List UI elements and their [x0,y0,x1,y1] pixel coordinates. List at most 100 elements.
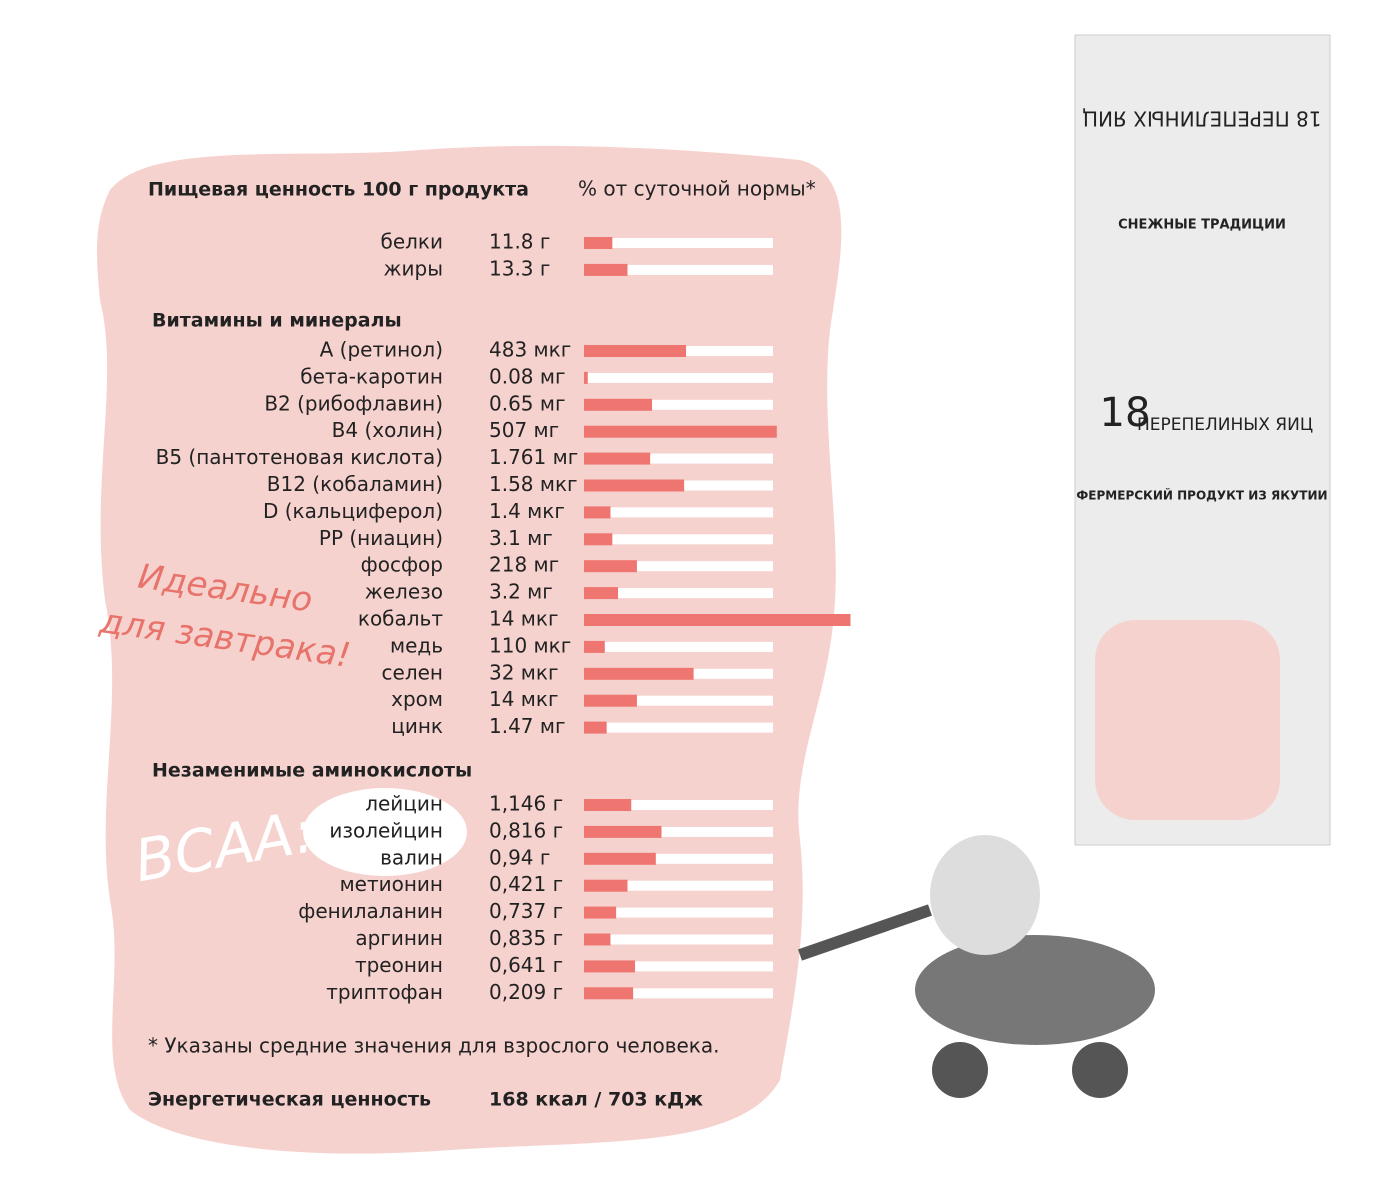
bar-track [584,238,773,248]
row-label: B12 (кобаламин) [267,472,443,496]
bar-track [584,934,773,945]
bar [584,479,685,492]
footnote: * Указаны средние значения для взрослого… [148,1034,720,1058]
bar [584,506,611,519]
row-amount: 0,209 г [489,980,563,1004]
row-amount: 0,816 г [489,818,563,842]
bar [584,960,636,973]
package-panel [1095,620,1280,820]
bar [584,614,851,626]
row-amount: 507 мг [489,418,559,442]
row-amount: 1.4 мкг [489,499,565,523]
package-text: СНЕЖНЫЕ ТРАДИЦИИ [1118,218,1286,233]
bar-track [584,800,773,810]
row-label: селен [382,660,443,684]
row-amount: 1,146 г [489,792,563,816]
wagon-illustration [798,835,1155,1098]
bar [584,721,607,734]
row-label: B2 (рибофлавин) [264,391,443,415]
row-label: валин [380,845,443,869]
row-amount: 218 мг [489,553,559,577]
bar [584,694,637,707]
bar [584,345,687,357]
energy-label: Энергетическая ценность [148,1089,431,1111]
row-amount: 13.3 г [489,256,550,280]
row-label: B5 (пантотеновая кислота) [156,445,443,469]
bar-track [584,988,773,999]
subtitle: % от суточной нормы* [578,177,816,201]
bar-track [584,826,773,837]
bar [584,987,634,1000]
bar [584,371,588,384]
bar [584,263,628,276]
package-text: 18 [1100,390,1151,436]
package: 18 ПЕРЕПЕЛИНЫХ ЯИЦ СНЕЖНЫЕ ТРАДИЦИИ 18 П… [1074,34,1331,846]
bar [584,667,694,680]
bar-track [584,372,773,383]
row-label: фенилаланин [298,899,443,923]
bar [584,452,651,465]
row-amount: 1.58 мкг [489,472,578,496]
row-label: D (кальциферол) [263,499,443,523]
bar-track [584,453,773,464]
bar [584,587,619,600]
bar [584,852,656,865]
bar [584,799,632,811]
row-label: белки [381,230,444,254]
row-amount: 0,737 г [489,899,563,923]
bar [584,640,605,653]
row-label: жиры [383,256,443,280]
row-label: железо [365,580,443,604]
row-amount: 32 мкг [489,660,558,684]
row-label: B4 (холин) [332,418,443,442]
row-label: PP (ниацин) [319,526,443,550]
bar [584,398,653,411]
row-label: триптофан [326,980,443,1004]
section-title: Витамины и минералы [152,310,402,332]
bar [584,879,628,892]
bar [584,425,777,438]
row-amount: 0,94 г [489,845,550,869]
row-label: цинк [391,714,443,738]
bar-track [584,880,773,891]
bar-track [584,588,773,599]
row-amount: 14 мкг [489,687,558,711]
bar [584,560,637,573]
row-label: кобальт [358,607,443,631]
row-amount: 0,641 г [489,953,563,977]
row-label: хром [391,687,443,711]
bar-track [584,561,773,572]
package-text: ФЕРМЕРСКИЙ ПРОДУКТ ИЗ ЯКУТИИ [1076,488,1327,503]
row-amount: 1.47 мг [489,714,565,738]
row-amount: 3.1 мг [489,526,553,550]
row-amount: 483 мкг [489,338,571,362]
bar [584,533,613,546]
bar-track [584,507,773,518]
row-label: изолейцин [329,818,443,842]
pink-blob [97,145,842,1154]
bar [584,825,662,838]
energy-value: 168 ккал / 703 кДж [489,1089,703,1111]
row-amount: 11.8 г [489,230,550,254]
row-label: бета-каротин [300,364,443,388]
row-label: лейцин [365,792,443,816]
row-label: метионин [340,872,443,896]
bar-track [584,907,773,918]
row-label: треонин [355,953,443,977]
bar-track [584,961,773,972]
row-label: медь [390,633,443,657]
bar-track [584,695,773,706]
package-text: 18 ПЕРЕПЕЛИНЫХ ЯИЦ [1083,107,1322,131]
bar [584,906,617,919]
row-label: А (ретинол) [320,338,443,362]
bar [584,933,611,946]
bar-track [584,853,773,864]
row-label: фосфор [361,553,443,577]
title: Пищевая ценность 100 г продукта [148,179,529,201]
row-label: аргинин [355,926,443,950]
bcaa-highlight [303,788,467,876]
row-amount: 110 мкг [489,633,571,657]
bar-track [584,641,773,652]
bar-track [584,722,773,733]
